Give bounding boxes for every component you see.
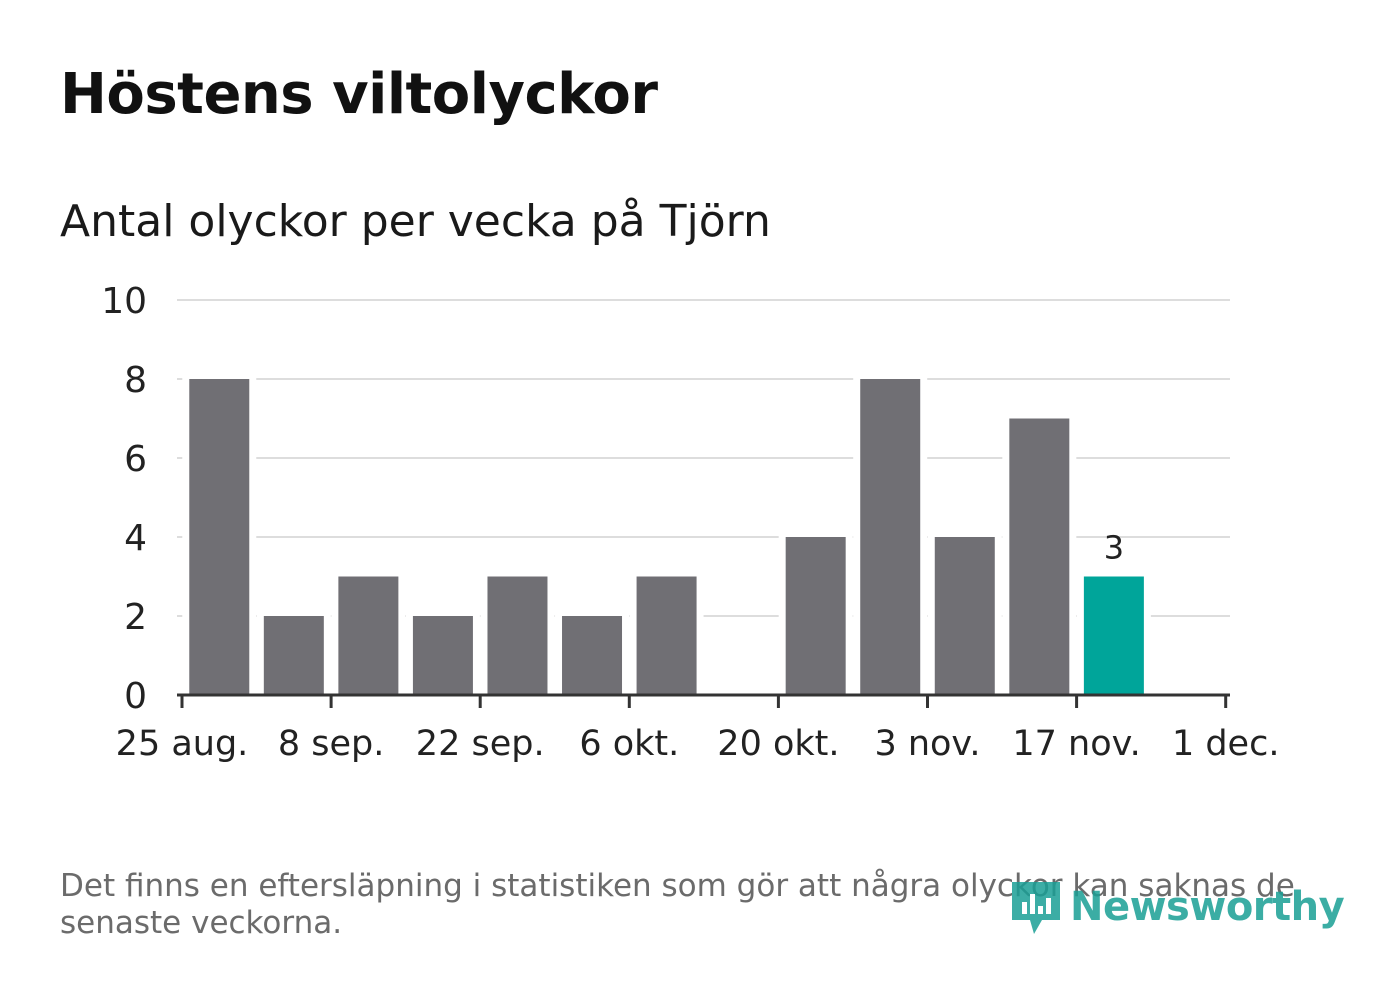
x-tick-label: 22 sep. [416, 724, 545, 764]
x-tick-label: 6 okt. [579, 724, 679, 764]
bar-data-label: 3 [1104, 529, 1124, 567]
logo-text: Newsworthy [1070, 884, 1345, 930]
bar [412, 616, 473, 695]
y-tick-label: 6 [124, 439, 147, 480]
x-tick-label: 1 dec. [1172, 724, 1280, 764]
bar-highlight [1083, 576, 1144, 695]
bar [785, 537, 846, 695]
x-axis-labels: 25 aug. 8 sep. 22 sep. 6 okt. 20 okt. 3 nov. 1… [116, 724, 1280, 764]
bar [860, 379, 921, 695]
bar [189, 379, 250, 695]
y-tick-label: 10 [101, 281, 147, 322]
y-tick-label: 2 [124, 597, 147, 638]
bar [487, 576, 548, 695]
chart-subtitle: Antal olyckor per vecka på Tjörn [60, 196, 771, 247]
bar [636, 576, 697, 695]
x-tick-label: 8 sep. [278, 724, 385, 764]
chart-title: Höstens viltolyckor [60, 62, 658, 127]
newsworthy-logo: Newsworthy [1010, 876, 1345, 938]
bar [1009, 418, 1070, 695]
bar [562, 616, 623, 695]
bars [182, 377, 1151, 695]
bar [338, 576, 399, 695]
y-tick-label: 8 [124, 360, 147, 401]
bar [263, 616, 324, 695]
bar-chart: 0 2 4 6 8 10 25 aug. 8 sep. 22 sep. 6 okt. 20 okt… [101, 281, 1280, 764]
y-tick-label: 0 [124, 676, 147, 717]
y-tick-label: 4 [124, 518, 147, 559]
x-axis [177, 693, 1230, 708]
x-tick-label: 25 aug. [116, 724, 249, 764]
y-axis-labels: 0 2 4 6 8 10 [101, 281, 147, 717]
x-tick-label: 20 okt. [717, 724, 839, 764]
bar [934, 537, 995, 695]
footnote: Det finns en eftersläpning i statistiken… [60, 868, 1295, 941]
newsworthy-logo-icon [1012, 882, 1060, 934]
data-labels: 3 [1104, 529, 1124, 567]
x-tick-label: 17 nov. [1012, 724, 1140, 764]
x-tick-label: 3 nov. [874, 724, 980, 764]
